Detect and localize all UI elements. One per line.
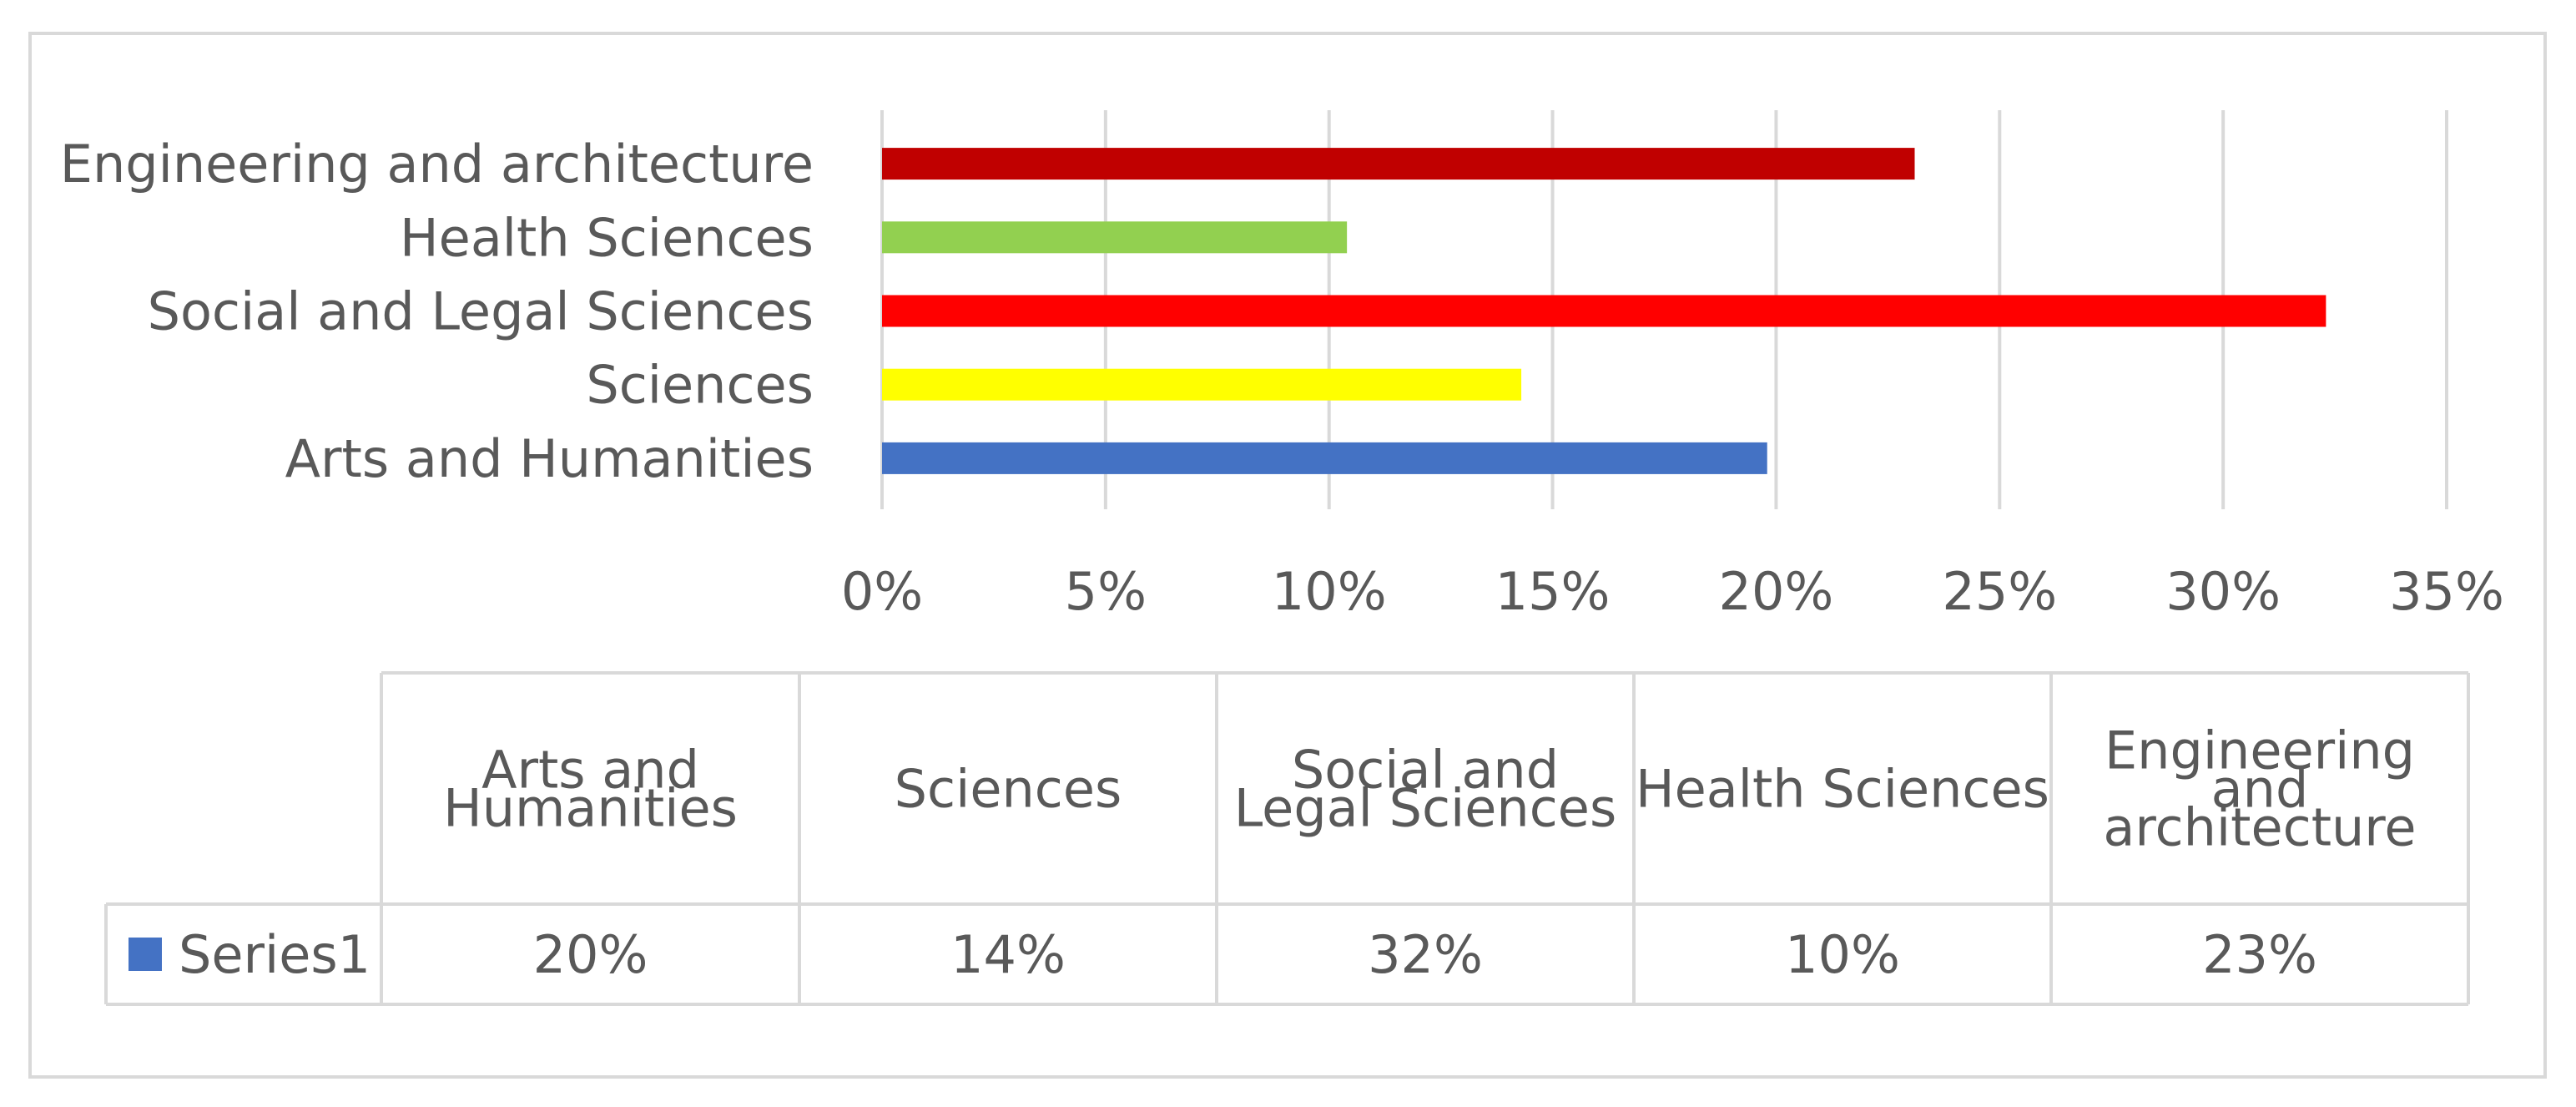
- category-label: Sciences: [586, 355, 814, 416]
- category-labels: Arts and Humanities Sciences Social and Le…: [60, 134, 814, 489]
- table-header-cell: Health Sciences: [1636, 759, 2049, 820]
- table-header-line: Arts and: [481, 740, 699, 801]
- x-tick-label: 20%: [1719, 561, 1834, 622]
- x-tick-label: 10%: [1272, 561, 1387, 622]
- table-value-cell: 23%: [2202, 924, 2317, 985]
- table-header-line: Humanities: [443, 778, 738, 839]
- x-tick-label: 25%: [1942, 561, 2057, 622]
- bars: [882, 148, 2326, 474]
- table-header-line: Health Sciences: [1636, 759, 2049, 820]
- legend-series-label: Series1: [179, 924, 371, 985]
- x-axis-tick-labels: 0% 5% 10% 15% 20% 25% 30% 35%: [841, 561, 2504, 622]
- table-header-line: Legal Sciences: [1234, 778, 1617, 839]
- x-tick-label: 35%: [2389, 561, 2504, 622]
- category-label: Social and Legal Sciences: [148, 281, 814, 342]
- category-label: Health Sciences: [400, 207, 814, 268]
- category-label: Engineering and architecture: [60, 134, 814, 195]
- table-header-cell: Arts and Humanities: [443, 740, 738, 839]
- x-tick-label: 0%: [841, 561, 923, 622]
- bar: [882, 442, 1767, 474]
- table-value-cell: 14%: [950, 924, 1066, 985]
- table-header-line: Social and: [1292, 740, 1559, 801]
- table-header-line: Engineering: [2105, 720, 2415, 781]
- x-tick-label: 5%: [1065, 561, 1147, 622]
- table-value-cell: 32%: [1368, 924, 1483, 985]
- bar: [882, 368, 1522, 401]
- table-header-cell: Engineering and architecture: [2103, 720, 2416, 858]
- table-value-cell: 10%: [1785, 924, 1900, 985]
- x-tick-label: 15%: [1495, 561, 1611, 622]
- table-value-cell: 20%: [533, 924, 648, 985]
- category-label: Arts and Humanities: [285, 428, 814, 489]
- table-header-line: and: [2211, 759, 2309, 820]
- data-table: Arts and Humanities Sciences Social and Lega…: [104, 671, 2470, 1006]
- bar: [882, 295, 2326, 327]
- x-tick-label: 30%: [2165, 561, 2281, 622]
- bar: [882, 221, 1348, 254]
- table-header-cell: Social and Legal Sciences: [1234, 740, 1617, 839]
- table-header-line: architecture: [2103, 797, 2416, 858]
- table-header-cell: Sciences: [895, 759, 1122, 820]
- bar: [882, 148, 1915, 180]
- table-header-line: Sciences: [895, 759, 1122, 820]
- legend-key: [129, 938, 162, 971]
